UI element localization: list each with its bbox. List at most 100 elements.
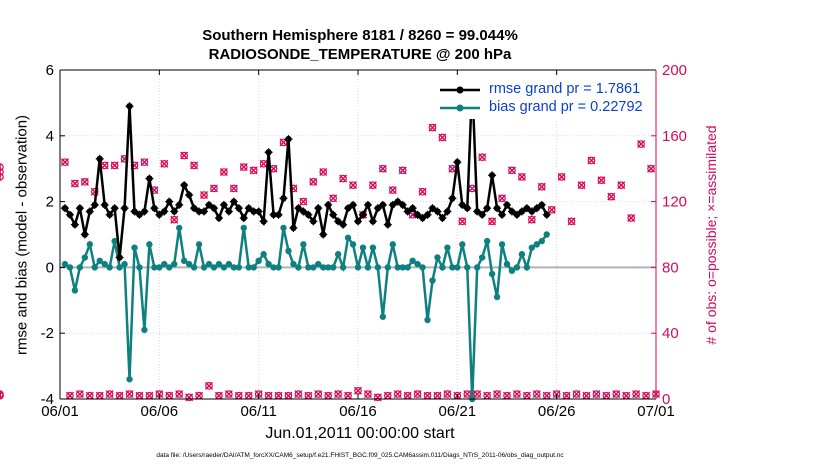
obs-count-point bbox=[537, 182, 546, 191]
obs-possible-marker bbox=[349, 181, 357, 189]
obs-assimilated-marker bbox=[468, 184, 477, 193]
rmse-point bbox=[95, 154, 104, 163]
bias-point bbox=[523, 264, 531, 271]
rmse-point bbox=[165, 197, 174, 206]
bias-point bbox=[106, 264, 113, 271]
bias-point bbox=[409, 257, 416, 265]
obs-assimilated-marker bbox=[229, 184, 238, 193]
bias-point bbox=[528, 244, 536, 251]
obs-count-point bbox=[542, 391, 551, 400]
bias-point bbox=[329, 264, 337, 271]
obs-assimilated-marker bbox=[597, 176, 606, 185]
obs-count-point bbox=[438, 133, 447, 142]
obs-assimilated-marker bbox=[349, 181, 358, 190]
obs-possible-marker bbox=[557, 173, 566, 181]
obs-possible-marker bbox=[374, 393, 382, 402]
rmse-point bbox=[125, 102, 134, 111]
obs-count-point bbox=[125, 390, 134, 399]
obs-assimilated-marker bbox=[503, 391, 511, 400]
bias-point bbox=[285, 247, 292, 255]
obs-count-point bbox=[314, 390, 323, 399]
obs-count-point bbox=[378, 164, 387, 173]
obs-possible-marker bbox=[393, 390, 402, 398]
obs-count-point bbox=[60, 158, 69, 167]
obs-possible-marker bbox=[61, 158, 69, 166]
x-axis-label: Jun.01,2011 00:00:00 start bbox=[265, 425, 455, 442]
rmse-point bbox=[110, 204, 119, 213]
obs-count-point bbox=[309, 177, 318, 186]
bias-point bbox=[483, 237, 491, 245]
obs-possible-marker bbox=[577, 181, 586, 189]
bias-point bbox=[464, 264, 471, 271]
y-right-tick-label: 200 bbox=[662, 62, 687, 79]
bias-point bbox=[136, 264, 143, 271]
rmse-point bbox=[229, 197, 238, 206]
y-left-tick-label: 4 bbox=[46, 128, 54, 145]
obs-assimilated-marker bbox=[637, 140, 646, 149]
rmse-point bbox=[438, 214, 447, 223]
bias-point bbox=[215, 260, 223, 268]
obs-count-point bbox=[274, 391, 283, 400]
bias-point bbox=[195, 241, 203, 248]
obs-assimilated-marker bbox=[304, 391, 313, 400]
obs-assimilated-marker bbox=[547, 205, 556, 214]
bias-point bbox=[478, 254, 486, 261]
obs-possible-marker bbox=[294, 390, 303, 398]
obs-assimilated-marker bbox=[517, 172, 526, 181]
bias-point bbox=[503, 260, 511, 268]
obs-possible-marker bbox=[230, 184, 238, 193]
obs-assimilated-marker bbox=[542, 391, 551, 400]
rmse-point bbox=[304, 210, 313, 219]
bias-point bbox=[250, 264, 257, 271]
obs-possible-marker bbox=[309, 178, 318, 186]
obs-possible-marker bbox=[547, 206, 556, 214]
obs-possible-marker bbox=[513, 390, 521, 398]
y-axis-label-left: rmse and bias (model - observation) bbox=[13, 114, 31, 356]
obs-count-point bbox=[393, 390, 402, 399]
y-left-tick-label: -4 bbox=[41, 391, 54, 408]
rmse-point bbox=[324, 200, 333, 209]
obs-possible-marker bbox=[567, 217, 576, 226]
rmse-point bbox=[75, 204, 84, 213]
obs-count-point bbox=[224, 390, 233, 399]
obs-possible-marker bbox=[210, 184, 218, 193]
legend-swatch-bias bbox=[440, 104, 480, 112]
rmse-point bbox=[418, 214, 427, 223]
obs-count-point bbox=[642, 391, 651, 400]
obs-count-point bbox=[617, 181, 626, 190]
obs-assimilated-marker bbox=[200, 191, 209, 200]
rmse-point bbox=[219, 200, 228, 209]
obs-count-point bbox=[80, 177, 89, 186]
y-right-tick-label: 40 bbox=[662, 325, 679, 342]
bias-point bbox=[315, 260, 322, 268]
rmse-point bbox=[443, 207, 452, 216]
obs-possible-marker bbox=[493, 390, 501, 398]
bias-point bbox=[533, 241, 540, 248]
obs-assimilated-marker bbox=[60, 158, 69, 167]
obs-assimilated-marker bbox=[577, 181, 586, 190]
obs-count-point bbox=[0, 391, 4, 400]
obs-possible-marker bbox=[379, 164, 387, 173]
rmse-point bbox=[433, 207, 442, 216]
obs-assimilated-marker bbox=[473, 390, 482, 399]
obs-count-point bbox=[344, 391, 353, 400]
rmse-point bbox=[80, 230, 89, 239]
obs-count-point bbox=[448, 164, 457, 173]
bias-point bbox=[349, 241, 357, 248]
obs-possible-marker bbox=[205, 382, 213, 390]
obs-count-point bbox=[70, 179, 79, 188]
bias-point bbox=[86, 241, 94, 248]
obs-assimilated-marker bbox=[85, 391, 94, 400]
y-left-tick-label: 2 bbox=[46, 194, 54, 211]
obs-count-point bbox=[582, 391, 591, 400]
obs-count-point bbox=[65, 391, 74, 400]
obs-count-point bbox=[219, 167, 228, 176]
rmse-point bbox=[542, 210, 551, 219]
bias-point bbox=[459, 241, 466, 248]
obs-assimilated-marker bbox=[100, 161, 109, 170]
rmse-point bbox=[150, 204, 159, 213]
obs-possible-marker bbox=[249, 166, 258, 175]
obs-possible-marker bbox=[125, 390, 134, 398]
obs-assimilated-marker bbox=[195, 391, 204, 400]
rmse-point bbox=[503, 200, 511, 209]
